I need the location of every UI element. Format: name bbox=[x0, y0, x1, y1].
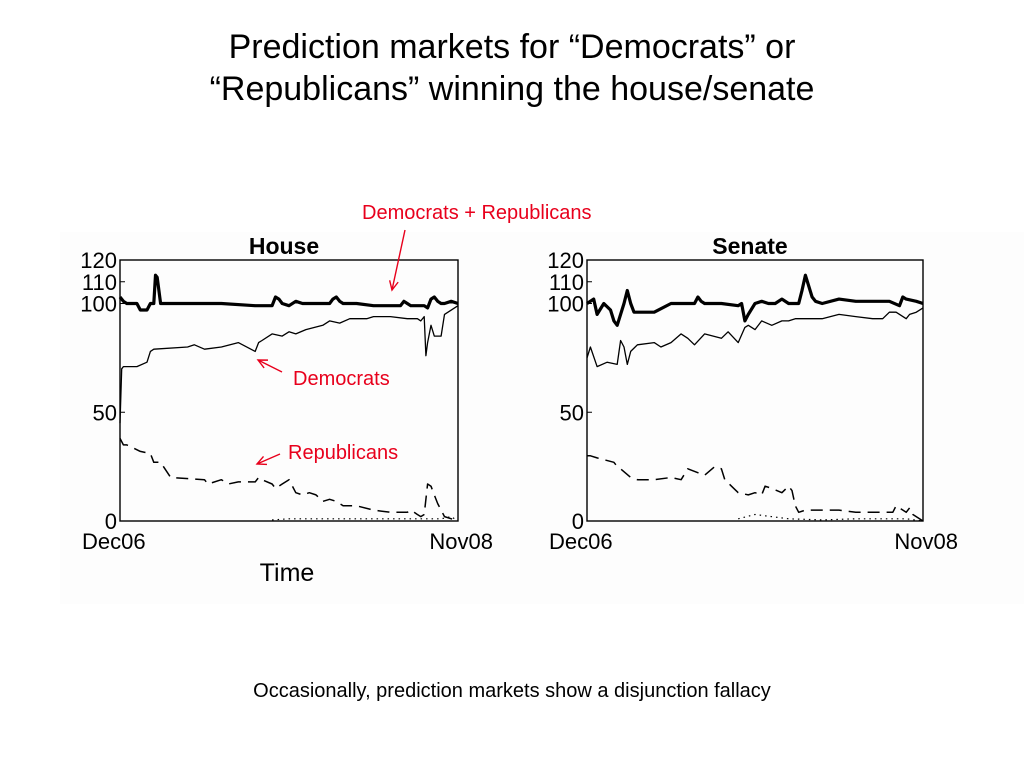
senate-plot-frame bbox=[586, 259, 924, 522]
slide-title-line-2: “Republicans” winning the house/senate bbox=[209, 70, 815, 108]
annotation-arrow-sum bbox=[391, 229, 406, 291]
senate-chart-title: Senate bbox=[712, 233, 787, 259]
senate-y-tick-label: 120 bbox=[547, 248, 584, 273]
annotation-democrats-plus-republicans: Democrats + Republicans bbox=[362, 202, 592, 224]
senate-y-tick-label: 100 bbox=[547, 292, 584, 317]
figure-background bbox=[60, 232, 1024, 604]
house-y-tick-label: 120 bbox=[80, 248, 117, 273]
senate-series-dotted-line bbox=[738, 513, 924, 522]
house-chart-title: House bbox=[249, 233, 319, 259]
annotation-republicans: Republicans bbox=[288, 442, 399, 464]
annotation-arrow-democrats-head bbox=[256, 359, 269, 369]
house-x-tick-label-start: Dec06 bbox=[82, 529, 146, 554]
slide-title-line-1: Prediction markets for “Democrats” or bbox=[228, 28, 796, 66]
house-x-tick-label-end: Nov08 bbox=[429, 529, 493, 554]
senate-y-tick-label: 110 bbox=[549, 270, 584, 295]
senate-series-dashed-line bbox=[587, 455, 924, 522]
house-x-axis-label: Time bbox=[260, 559, 315, 587]
senate-x-tick-label-start: Dec06 bbox=[549, 529, 613, 554]
house-series-thick-line bbox=[118, 273, 459, 312]
slide-title: Prediction markets for “Democrats” or “R… bbox=[0, 26, 1024, 110]
house-y-tick-label: 50 bbox=[93, 400, 117, 425]
senate-series-thin-line bbox=[586, 307, 924, 368]
house-series-dashed-line bbox=[119, 438, 459, 522]
house-series-dotted-line bbox=[272, 515, 459, 522]
house-y-tick-label: 100 bbox=[80, 292, 117, 317]
senate-y-tick-label: 50 bbox=[560, 400, 584, 425]
annotation-arrow-democrats bbox=[257, 359, 283, 373]
annotation-arrow-sum-head bbox=[388, 280, 399, 292]
senate-y-tick-label: 0 bbox=[572, 509, 584, 534]
senate-x-tick-label-end: Nov08 bbox=[894, 529, 958, 554]
house-y-tick-label: 0 bbox=[105, 509, 117, 534]
senate-series-thick-line bbox=[586, 273, 924, 327]
annotation-arrow-republicans-head bbox=[255, 455, 268, 466]
house-series-thin-line bbox=[119, 305, 459, 424]
house-y-tick-label: 110 bbox=[82, 270, 117, 295]
annotation-arrow-republicans bbox=[256, 453, 281, 465]
house-plot-frame bbox=[119, 259, 459, 522]
slide-caption: Occasionally, prediction markets show a … bbox=[253, 680, 771, 702]
annotation-democrats: Democrats bbox=[293, 368, 390, 390]
